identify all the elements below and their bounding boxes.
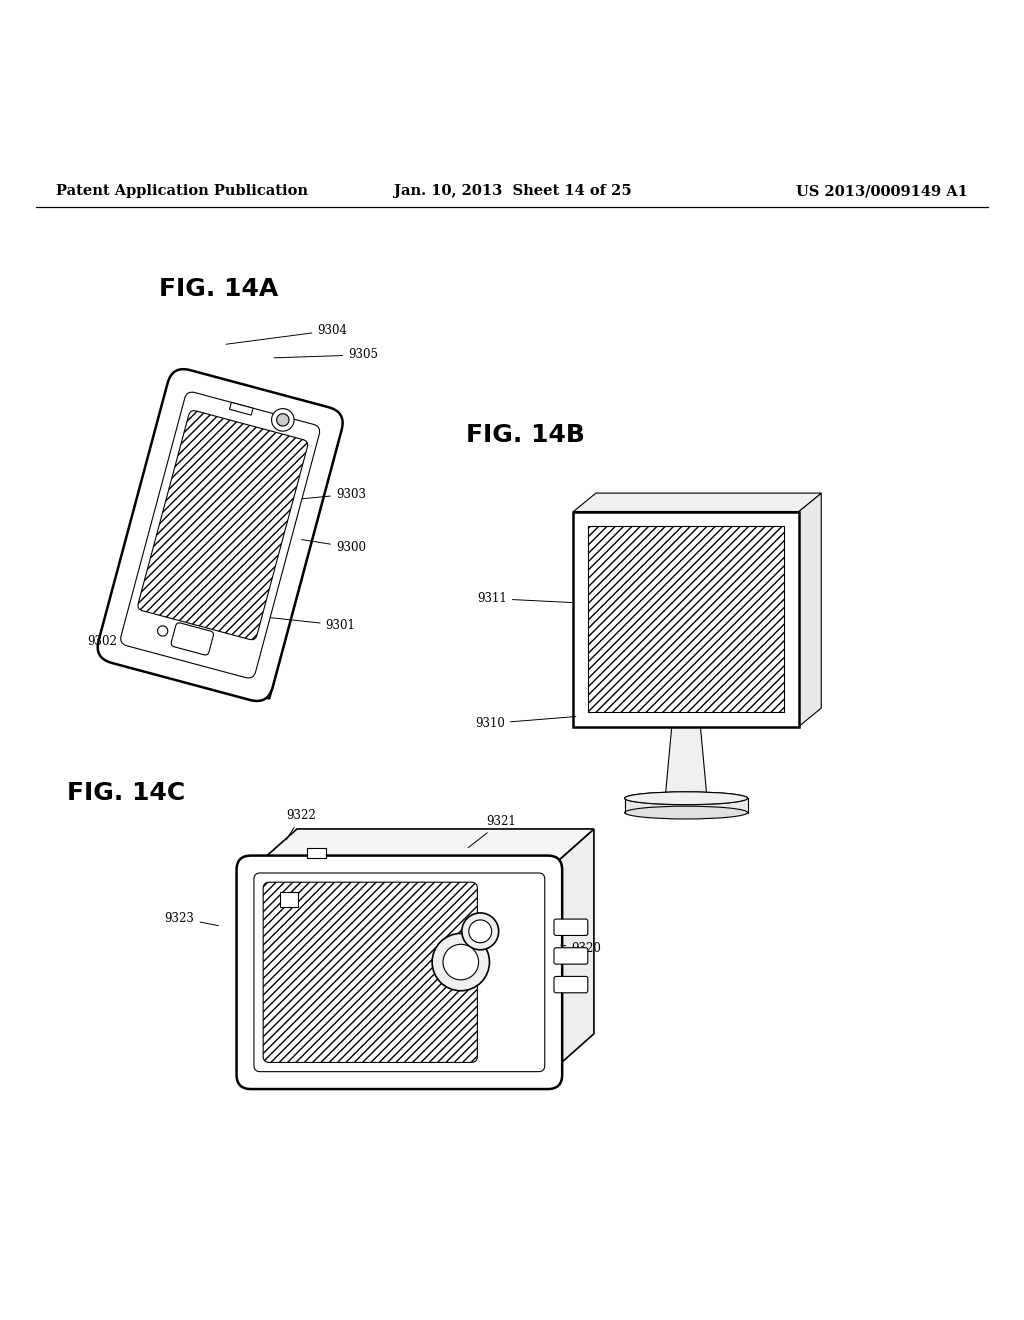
Polygon shape [117,645,269,698]
Text: 9322: 9322 [286,809,316,840]
Text: Jan. 10, 2013  Sheet 14 of 25: Jan. 10, 2013 Sheet 14 of 25 [394,183,632,198]
FancyBboxPatch shape [97,370,343,701]
FancyBboxPatch shape [263,882,477,1063]
Text: 9310: 9310 [475,717,575,730]
Text: Patent Application Publication: Patent Application Publication [56,183,308,198]
Text: 9302: 9302 [87,635,117,648]
Polygon shape [255,425,339,698]
FancyBboxPatch shape [171,623,213,655]
Circle shape [271,409,294,432]
Text: 9300: 9300 [302,540,366,554]
Ellipse shape [625,807,748,818]
FancyBboxPatch shape [254,873,545,1072]
Text: 9311: 9311 [477,593,571,605]
FancyBboxPatch shape [138,411,307,640]
Polygon shape [251,829,594,870]
Circle shape [443,944,478,979]
Polygon shape [573,494,821,512]
FancyBboxPatch shape [121,392,319,678]
FancyBboxPatch shape [554,919,588,936]
Bar [280,892,298,907]
Polygon shape [548,829,594,1074]
Text: FIG. 14C: FIG. 14C [67,781,184,805]
Ellipse shape [625,792,748,805]
Text: 9323: 9323 [165,912,218,925]
Bar [625,799,748,813]
Text: FIG. 14A: FIG. 14A [159,277,278,301]
Circle shape [432,933,489,991]
Text: 9321: 9321 [468,816,516,847]
FancyBboxPatch shape [554,948,588,964]
Circle shape [276,413,289,426]
Text: 9303: 9303 [300,487,366,500]
Text: US 2013/0009149 A1: US 2013/0009149 A1 [796,183,968,198]
Bar [573,512,799,726]
Text: 9320: 9320 [561,942,601,956]
Circle shape [462,913,499,950]
Text: 9301: 9301 [267,618,355,632]
Bar [162,647,177,657]
FancyBboxPatch shape [554,977,588,993]
Text: FIG. 14B: FIG. 14B [466,422,585,446]
Bar [588,525,784,713]
Bar [307,847,326,858]
Polygon shape [799,494,821,726]
Circle shape [469,920,492,942]
Bar [229,403,253,414]
Circle shape [158,626,168,636]
FancyBboxPatch shape [237,855,562,1089]
Ellipse shape [625,792,748,805]
Text: 9305: 9305 [274,348,378,362]
Polygon shape [666,726,707,793]
Text: 9304: 9304 [226,323,347,345]
